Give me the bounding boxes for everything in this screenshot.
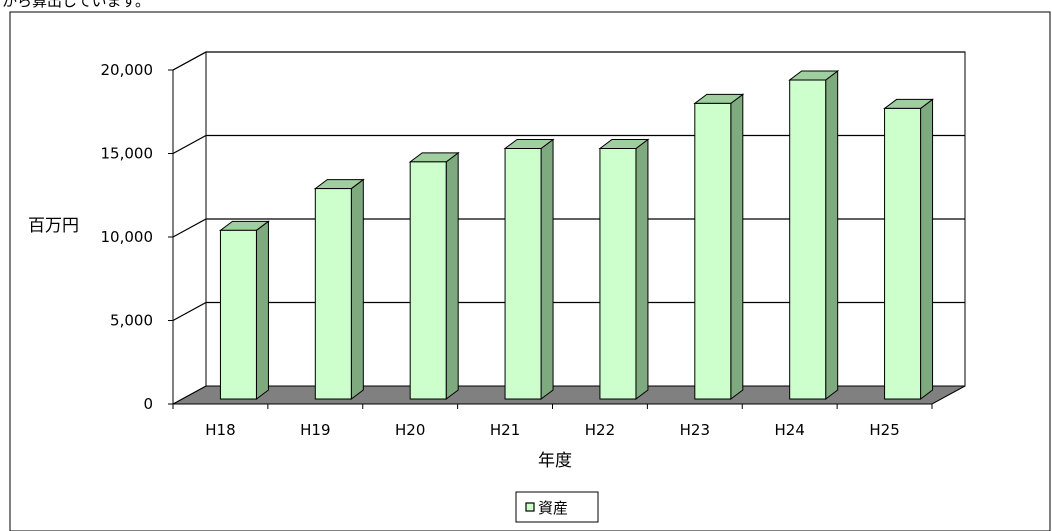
legend-swatch-icon [525,502,535,512]
floor-plane [172,385,966,405]
bar-front [599,148,637,400]
bar [788,70,840,400]
header-fragment: から算出しています。 [2,0,150,10]
y-axis-title: 百万円 [28,216,79,236]
y-tick-label: 0 [143,395,153,413]
bar-front [694,102,732,400]
plot-floor [172,385,966,405]
x-axis-title: 年度 [538,451,572,471]
bar-front [504,148,542,400]
y-tick-label: 20,000 [101,61,154,79]
bar-side [540,138,554,400]
bar-side [825,70,839,400]
x-tick-label: H19 [300,421,330,439]
y-tick-label: 10,000 [101,228,154,246]
bar-front [789,79,827,400]
bar [408,151,460,400]
x-tick-label: H23 [680,421,710,439]
x-tick-label: H21 [490,421,520,439]
plot-walls [172,51,966,405]
y-tick-label: 5,000 [110,312,153,330]
x-tick-label: H20 [395,421,425,439]
bar-front [409,161,447,400]
x-tick-label: H24 [775,421,805,439]
bar-side [920,98,934,400]
bar-side [255,220,269,400]
bar-side [730,93,744,400]
x-tick-labels: H18 H19 H20 H21 H22 H23 H24 H25 [172,403,933,439]
bar [313,178,365,400]
bar-side [635,138,649,400]
legend-label: 資産 [538,499,568,517]
x-tick-label: H22 [585,421,615,439]
y-tick-label: 15,000 [101,145,154,163]
x-tick-label: H25 [869,421,899,439]
bar [503,138,555,400]
bar [218,220,270,400]
bar [883,98,935,400]
bar-front [884,107,922,400]
legend: 資産 [515,491,599,523]
bar-front [314,188,352,400]
gridline [172,51,965,71]
bar-side [350,178,364,400]
bar-front [219,229,257,400]
y-tick-labels: 0 5,000 10,000 15,000 20,000 [101,61,173,413]
bars [218,70,935,400]
bar-side [445,151,459,400]
bar [598,138,650,400]
x-tick-label: H18 [205,421,235,439]
bar [693,93,745,400]
